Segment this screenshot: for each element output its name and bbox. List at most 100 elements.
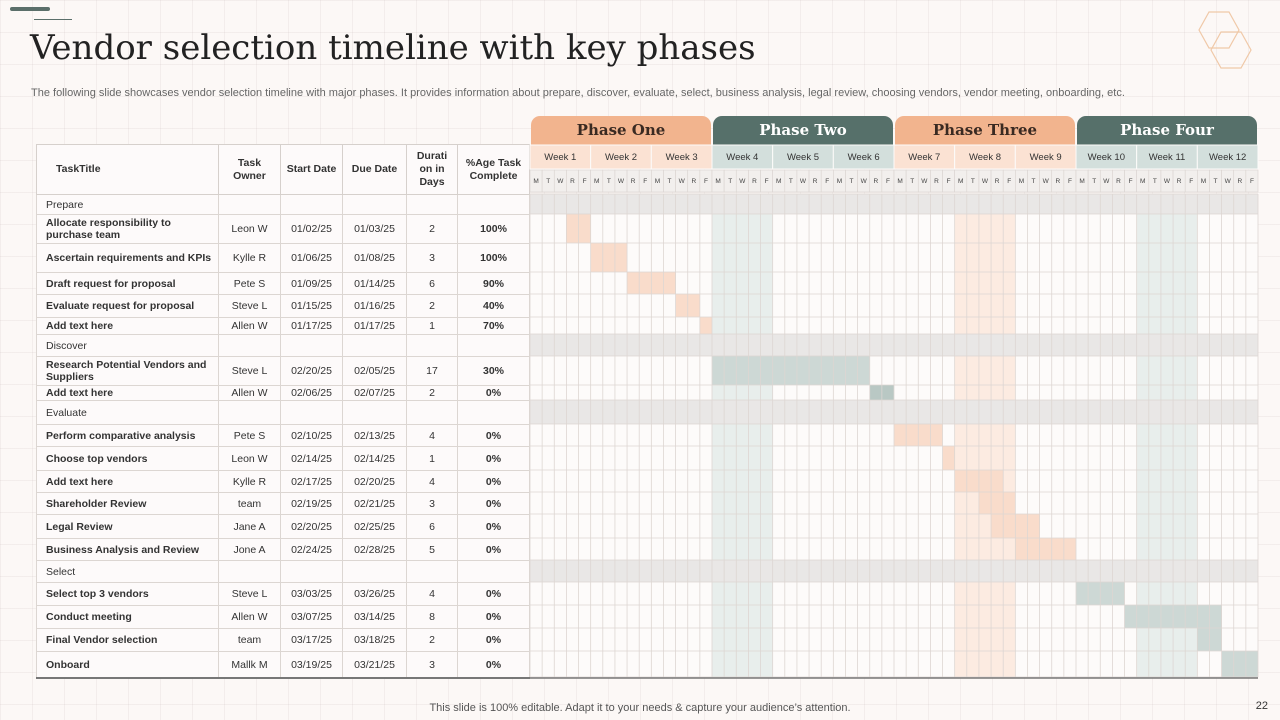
day-letter-label: W xyxy=(982,178,989,185)
day-letter-label: T xyxy=(1153,178,1157,185)
gantt-task-bar xyxy=(651,272,664,294)
day-letter-label: W xyxy=(679,178,686,185)
section-row: Select xyxy=(36,560,530,583)
day-letter-label: T xyxy=(728,178,732,185)
pct-complete-cell: 0% xyxy=(457,470,530,493)
pct-complete-cell: 0% xyxy=(457,651,530,679)
phase-header-base xyxy=(713,130,893,145)
start-date-cell: 01/02/25 xyxy=(280,214,343,244)
gantt-task-bar xyxy=(1124,605,1137,628)
task-owner-cell: Jone A xyxy=(218,538,281,561)
gantt-task-bar xyxy=(566,214,579,243)
gantt-task-bar xyxy=(833,356,846,385)
table-row: Select top 3 vendors Steve L 03/03/25 03/26… xyxy=(36,582,530,606)
week-label: Week 7 xyxy=(908,152,940,163)
gantt-task-bar xyxy=(1088,582,1101,605)
day-letter-label: F xyxy=(886,178,890,185)
week-label: Week 10 xyxy=(1088,152,1125,163)
phase-header-base xyxy=(1077,130,1257,145)
section-row: Prepare xyxy=(36,194,530,215)
task-title-cell: Legal Review xyxy=(36,514,219,539)
day-letter-label: W xyxy=(861,178,868,185)
task-title-cell: Ascertain requirements and KPIs xyxy=(36,243,219,273)
top-accent-bar xyxy=(10,7,50,11)
day-letter-label: W xyxy=(1164,178,1171,185)
task-title-cell: Select top 3 vendors xyxy=(36,582,219,606)
week-header xyxy=(772,144,834,170)
gantt-task-bar xyxy=(1245,651,1258,677)
gantt-task-bar xyxy=(1221,651,1234,677)
due-date-cell: 03/18/25 xyxy=(342,628,407,652)
highlight-day-column xyxy=(991,194,1004,677)
day-letter-label: F xyxy=(825,178,829,185)
day-letter-label: T xyxy=(546,178,550,185)
day-letter-label: M xyxy=(1019,178,1024,185)
gantt-task-bar xyxy=(614,243,628,272)
gantt-task-bar xyxy=(1039,538,1052,560)
highlight-day-column xyxy=(748,194,761,677)
start-date-cell: 02/19/25 xyxy=(280,492,343,515)
due-date-cell: 01/16/25 xyxy=(342,294,407,318)
day-letter-label: R xyxy=(631,178,636,185)
due-date-cell: 02/07/25 xyxy=(342,385,407,401)
day-letter-label: T xyxy=(1214,178,1218,185)
gantt-task-bar xyxy=(1185,605,1198,628)
day-letter-label: F xyxy=(1007,178,1011,185)
week-label: Week 3 xyxy=(666,152,698,163)
week-label: Week 6 xyxy=(848,152,880,163)
highlight-day-column xyxy=(712,194,725,677)
day-letter-label: R xyxy=(691,178,696,185)
gantt-task-bar xyxy=(809,356,822,385)
gantt-task-bar xyxy=(966,470,979,492)
highlight-day-column xyxy=(1003,194,1016,677)
hexagon-decoration-icon xyxy=(1198,11,1252,69)
week-header xyxy=(1196,144,1259,170)
gantt-task-bar xyxy=(1051,538,1064,560)
gantt-task-bar xyxy=(1112,582,1125,605)
gantt-task-bar xyxy=(978,492,992,514)
pct-complete-cell: 40% xyxy=(457,294,530,318)
day-letter-label: M xyxy=(837,178,842,185)
slide-footer: This slide is 100% editable. Adapt it to… xyxy=(429,702,851,714)
gantt-task-bar xyxy=(991,514,1004,538)
gantt-task-bar xyxy=(1015,538,1028,560)
day-letter-label: T xyxy=(607,178,611,185)
table-row: Ascertain requirements and KPIs Kylle R 01… xyxy=(36,243,530,273)
gantt-task-bar xyxy=(627,272,640,294)
gantt-task-bar xyxy=(930,424,943,446)
day-letter-label: T xyxy=(910,178,914,185)
start-date-cell: 03/17/25 xyxy=(280,628,343,652)
table-row: Onboard Mallk M 03/19/25 03/21/25 3 0% xyxy=(36,651,530,679)
week-label: Week 9 xyxy=(1030,152,1062,163)
day-letter-label: R xyxy=(995,178,1000,185)
gantt-task-bar xyxy=(1197,605,1210,628)
pct-complete-cell xyxy=(457,400,530,425)
gantt-task-bar xyxy=(760,356,773,385)
day-letter-label: F xyxy=(947,178,951,185)
gantt-task-bar xyxy=(796,356,810,385)
gantt-task-bar xyxy=(1197,628,1210,651)
week-label: Week 1 xyxy=(544,152,576,163)
gantt-task-bar xyxy=(1209,628,1222,651)
day-letter-label: M xyxy=(776,178,781,185)
gantt-task-bar xyxy=(918,424,931,446)
phase-label: Phase Three xyxy=(933,121,1037,139)
task-owner-cell: Mallk M xyxy=(218,651,281,679)
day-letter-label: M xyxy=(655,178,660,185)
gantt-task-bar xyxy=(602,243,615,272)
week-label: Week 5 xyxy=(787,152,819,163)
gantt-task-bar xyxy=(1015,514,1028,538)
day-letter-label: M xyxy=(1140,178,1145,185)
gantt-task-bar xyxy=(894,424,907,446)
day-letter-label: R xyxy=(1177,178,1182,185)
gantt-task-bar xyxy=(954,470,967,492)
gantt-task-bar xyxy=(1136,605,1149,628)
day-letter-label: R xyxy=(934,178,939,185)
task-owner-cell xyxy=(218,400,281,425)
gantt-task-bar xyxy=(772,356,785,385)
phase-header-base xyxy=(895,130,1075,145)
day-letter-label: W xyxy=(739,178,746,185)
table-row: Business Analysis and Review Jone A 02/24/… xyxy=(36,538,530,561)
table-row: Final Vendor selection team 03/17/25 03/18/… xyxy=(36,628,530,652)
